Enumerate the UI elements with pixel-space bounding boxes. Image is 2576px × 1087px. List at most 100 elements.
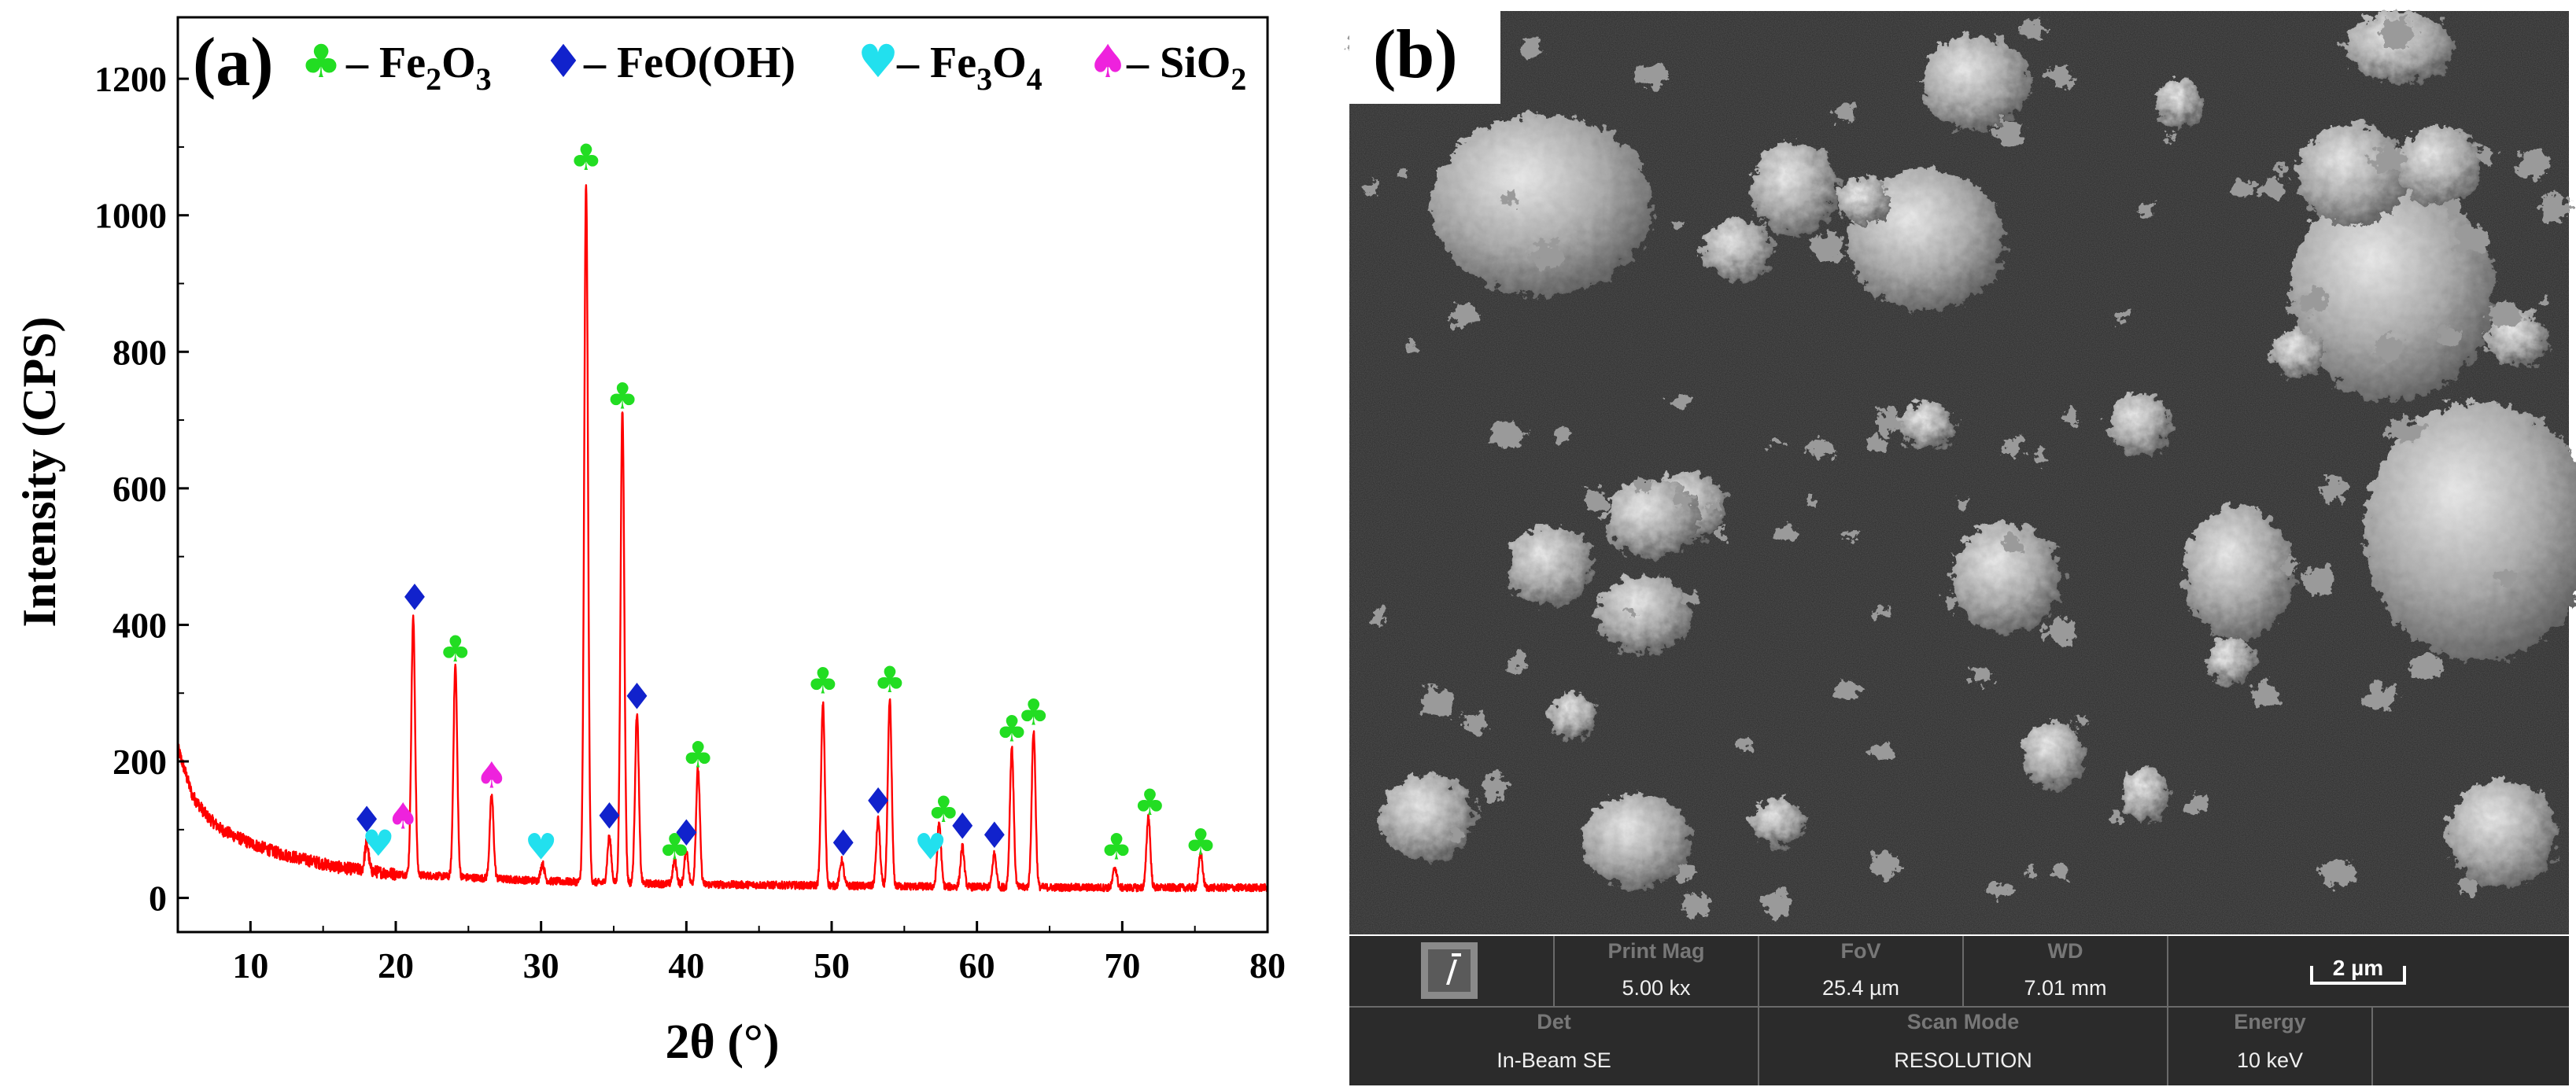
legend-label-fe2o3: – Fe2O3 (345, 39, 492, 97)
sem-particle (1432, 114, 1652, 295)
sem-debris (2025, 868, 2038, 879)
sem-debris (2302, 566, 2337, 595)
sem-debris (1450, 304, 1478, 327)
sem-debris (1771, 438, 1782, 448)
x-tick-label: 30 (523, 945, 559, 986)
sem-debris (2489, 301, 2521, 328)
phase-marker-fe2o3: ♣ (1017, 691, 1050, 734)
det-label: Det (1537, 1010, 1571, 1034)
sem-debris (2021, 19, 2046, 39)
legend-label-feooh: – FeO(OH) (583, 39, 795, 87)
scan-mode-value: RESOLUTION (1894, 1048, 2032, 1072)
sem-debris (1846, 530, 1860, 541)
sem-particle (2396, 126, 2482, 205)
sem-debris (2382, 19, 2416, 49)
sem-debris (2109, 811, 2122, 822)
sem-image-panel: (b) Print Mag 5.00 kx FoV 25.4 µm (1347, 11, 2576, 1085)
sem-debris (1555, 426, 1570, 440)
x-tick-label: 80 (1249, 945, 1286, 986)
sem-debris (2438, 326, 2462, 347)
wd-value: 7.01 mm (2024, 976, 2106, 1000)
panel-b-label-bg (1349, 11, 1500, 104)
y-tick-label: 400 (113, 605, 167, 645)
sem-debris (2410, 424, 2424, 437)
sem-particle (2156, 79, 2203, 126)
xrd-curve-layer (176, 184, 1268, 893)
sem-particle (2364, 401, 2576, 661)
legend-label-fe3o4: – Fe3O4 (896, 39, 1043, 97)
sem-debris (2168, 131, 2179, 141)
sem-debris (1519, 37, 1541, 56)
phase-marker-fe3o4: ♥ (525, 826, 557, 868)
phase-marker-fe2o3: ♣ (806, 660, 839, 702)
y-tick-label: 800 (113, 332, 167, 372)
sem-debris (1463, 713, 1486, 733)
phase-marker-fe3o4: ♥ (914, 826, 947, 868)
fov-value: 25.4 µm (1822, 976, 1899, 1000)
sem-particle (1920, 35, 2030, 130)
sem-debris (2458, 877, 2477, 893)
legend-glyph-fe2o3: ♣ (301, 35, 341, 88)
sem-debris (1508, 654, 1529, 671)
sem-debris (1776, 524, 1795, 540)
sem-debris (1451, 827, 1465, 840)
sem-debris (1944, 595, 1958, 608)
sem-debris (1684, 593, 1698, 606)
sem-particle (1550, 692, 1597, 739)
sem-debris (2539, 193, 2570, 220)
scan-mode-label: Scan Mode (1907, 1010, 2020, 1034)
x-tick-label: 10 (232, 945, 268, 986)
sem-debris (1873, 410, 1902, 433)
sem-debris (2320, 858, 2353, 886)
phase-marker-feooh: ♦ (398, 577, 430, 619)
sem-particle (1507, 527, 1593, 606)
sem-debris (1834, 680, 1861, 702)
x-tick-label: 60 (959, 945, 995, 986)
sem-particle (1702, 219, 1773, 282)
phase-marker-feooh: ♦ (350, 798, 382, 841)
det-value: In-Beam SE (1497, 1048, 1611, 1072)
sem-debris (1970, 666, 1992, 685)
sem-debris (1681, 894, 1710, 917)
sem-particle (2297, 123, 2408, 226)
sem-debris (2498, 569, 2515, 585)
sem-debris (1371, 609, 1387, 623)
sem-debris (1995, 120, 2024, 146)
sem-debris (2364, 684, 2397, 710)
phase-marker-feooh: ♦ (827, 822, 859, 864)
sem-debris (2044, 617, 2076, 644)
sem-particle (1605, 480, 1699, 558)
sem-debris (1481, 774, 1509, 799)
sem-particle (1381, 775, 1475, 861)
sem-debris (1362, 182, 1379, 196)
phase-marker-fe2o3: ♣ (1100, 826, 1132, 868)
phase-marker-fe3o4: ♥ (362, 822, 394, 864)
sem-debris (1873, 604, 1888, 617)
legend-glyph-sio2: ♠ (1087, 35, 1128, 88)
sem-debris (2064, 410, 2080, 424)
phase-marker-fe2o3: ♣ (1184, 820, 1216, 863)
sem-particle (2022, 720, 2085, 790)
phase-marker-fe2o3: ♣ (928, 788, 960, 831)
y-tick-label: 0 (149, 879, 167, 919)
sem-debris (2371, 145, 2404, 173)
sem-debris (1811, 234, 1844, 262)
fov-label: FoV (1841, 939, 1881, 963)
sem-debris (2115, 311, 2129, 322)
sem-particle (2270, 330, 2325, 378)
sem-debris (2408, 652, 2443, 680)
phase-marker-feooh: ♦ (593, 794, 626, 837)
sem-debris (2276, 167, 2289, 178)
sem-debris (1871, 742, 1895, 762)
sem-particle (2207, 637, 2254, 684)
instrument-logo-icon (1421, 942, 1478, 999)
sem-debris (1670, 396, 1688, 410)
sem-debris (1532, 241, 1565, 269)
sem-debris (1835, 104, 1857, 123)
sem-debris (1501, 189, 1519, 205)
sem-info-bar: Print Mag 5.00 kx FoV 25.4 µm WD 7.01 mm… (1349, 936, 2569, 1085)
sem-debris (1398, 170, 1409, 179)
sem-debris (1762, 892, 1792, 917)
sem-debris (1625, 606, 1636, 616)
